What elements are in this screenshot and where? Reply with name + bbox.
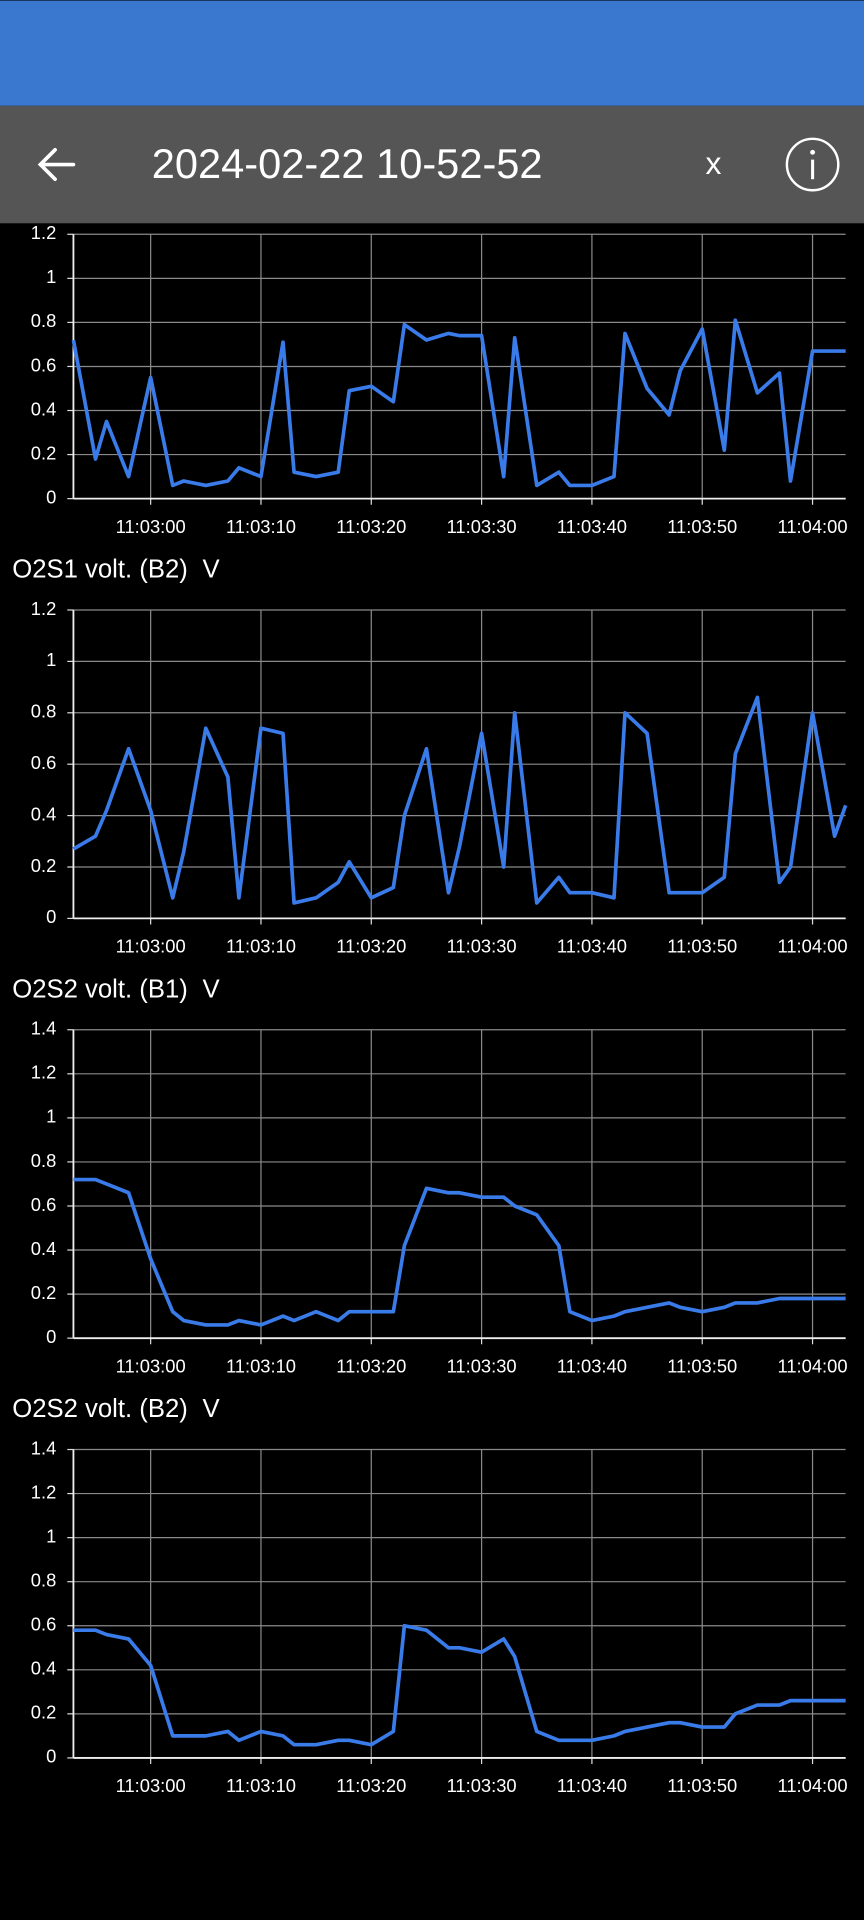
status-bar	[0, 0, 864, 106]
chart: O2S2 volt. (B1) V 0 0.2 0.4 0.6 0.8 1 1.2 1.4 11:0…	[12, 975, 847, 1376]
y-tick-label: 0	[46, 1746, 56, 1767]
x-tick-label: 11:03:20	[336, 1355, 406, 1376]
y-tick-label: 0.8	[31, 1150, 57, 1171]
x-tick-label: 11:03:10	[226, 1775, 296, 1796]
y-tick-label: 1.2	[31, 598, 57, 619]
y-tick-label: 1.4	[31, 1437, 57, 1458]
x-tick-label: 11:03:00	[116, 1355, 186, 1376]
y-tick-label: 0	[46, 486, 56, 507]
x-tick-label: 11:03:00	[116, 1775, 186, 1796]
y-tick-label: 1.4	[31, 1018, 57, 1039]
chart: O2S2 volt. (B2) V 0 0.2 0.4 0.6 0.8 1 1.2 1.4 11:0…	[12, 1395, 847, 1796]
app-bar: 2024-02-22 10-52-52 x	[0, 0, 864, 224]
y-tick-label: 0.2	[31, 1702, 57, 1723]
y-tick-label: 1	[46, 266, 56, 287]
y-tick-label: 0.6	[31, 1614, 57, 1635]
screen-title: 2024-02-22 10-52-52	[152, 140, 543, 187]
x-tick-label: 11:03:50	[667, 1355, 737, 1376]
x-tick-label: 11:03:40	[557, 936, 627, 957]
x-tick-label: 11:03:50	[667, 516, 737, 537]
y-tick-label: 0	[46, 1326, 56, 1347]
y-tick-label: 1.2	[31, 1062, 57, 1083]
close-button[interactable]: x	[706, 145, 722, 181]
chart-title: O2S2 volt. (B1)	[12, 975, 188, 1003]
data-line	[71, 318, 846, 488]
x-tick-label: 11:03:30	[447, 936, 517, 957]
data-line	[72, 695, 848, 905]
y-tick-label: 0	[46, 906, 56, 927]
toolbar	[0, 105, 864, 224]
x-tick-label: 11:03:20	[336, 1775, 406, 1796]
y-tick-label: 0.2	[31, 855, 57, 876]
data-line	[73, 1623, 846, 1747]
y-tick-label: 0.6	[31, 354, 57, 375]
info-button[interactable]	[785, 137, 840, 192]
y-tick-label: 0.2	[31, 442, 57, 463]
x-tick-label: 11:03:10	[226, 516, 296, 537]
x-tick-label: 11:03:30	[447, 1355, 517, 1376]
x-tick-label: 11:03:40	[557, 516, 627, 537]
x-tick-label: 11:03:50	[667, 1775, 737, 1796]
y-tick-label: 0.4	[31, 398, 57, 419]
y-tick-label: 0.6	[31, 1194, 57, 1215]
chart-unit: V	[203, 556, 221, 584]
x-tick-label: 11:03:00	[116, 516, 186, 537]
x-tick-label: 11:03:10	[226, 936, 296, 957]
y-tick-label: 0.6	[31, 752, 57, 773]
x-tick-label: 11:03:30	[447, 516, 517, 537]
chart-title: O2S1 volt. (B2)	[12, 556, 188, 584]
back-button[interactable]	[37, 148, 76, 182]
chart: 0 0.2 0.4 0.6 0.8 1 1.2 11:03:00 11:03:10 11:03:2…	[31, 222, 848, 537]
chart: O2S1 volt. (B2) V 0 0.2 0.4 0.6 0.8 1 1.2 11:03:0…	[12, 556, 847, 957]
x-tick-label: 11:03:40	[557, 1775, 627, 1796]
data-line	[73, 1177, 846, 1327]
y-tick-label: 0.8	[31, 701, 57, 722]
chart-unit: V	[203, 975, 221, 1003]
x-tick-label: 11:04:00	[778, 1775, 848, 1796]
x-tick-label: 11:04:00	[778, 1355, 848, 1376]
y-tick-label: 0.2	[31, 1282, 57, 1303]
chart-unit: V	[203, 1395, 221, 1423]
y-tick-label: 0.4	[31, 1658, 57, 1679]
y-tick-label: 0.4	[31, 803, 57, 824]
x-tick-label: 11:04:00	[778, 516, 848, 537]
x-tick-label: 11:03:00	[116, 936, 186, 957]
y-tick-label: 0.4	[31, 1238, 57, 1259]
y-tick-label: 1	[46, 649, 56, 670]
y-tick-label: 0.8	[31, 310, 57, 331]
y-tick-label: 1	[46, 1106, 56, 1127]
x-tick-label: 11:03:10	[226, 1355, 296, 1376]
chart-title: O2S2 volt. (B2)	[12, 1395, 188, 1423]
chart-list: 0 0.2 0.4 0.6 0.8 1 1.2 11:03:00 11:03:10 11:03:2…	[12, 222, 847, 1796]
x-tick-label: 11:03:50	[667, 936, 737, 957]
x-tick-label: 11:03:20	[336, 936, 406, 957]
x-tick-label: 11:03:30	[447, 1775, 517, 1796]
x-tick-label: 11:04:00	[778, 936, 848, 957]
y-tick-label: 1	[46, 1525, 56, 1546]
y-tick-label: 0.8	[31, 1570, 57, 1591]
x-tick-label: 11:03:40	[557, 1355, 627, 1376]
x-tick-label: 11:03:20	[336, 516, 406, 537]
y-tick-label: 1.2	[31, 222, 57, 243]
y-tick-label: 1.2	[31, 1481, 57, 1502]
